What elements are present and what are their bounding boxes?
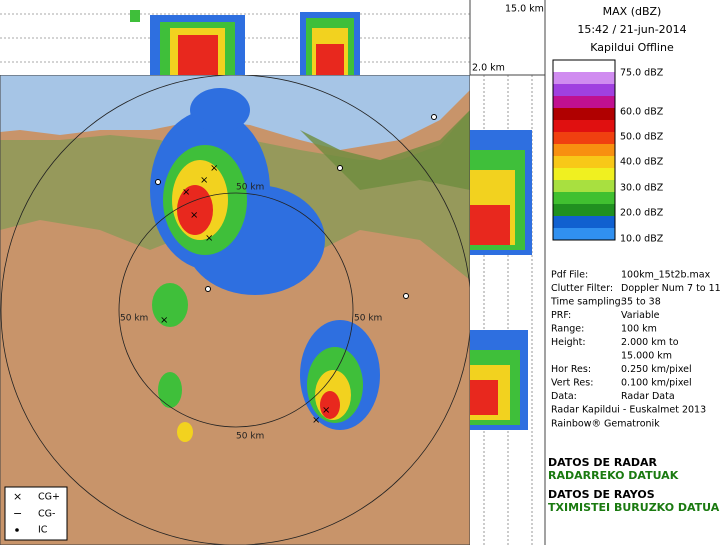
range-label: 50 km — [354, 314, 382, 324]
scale-band — [553, 96, 615, 108]
scale-band — [553, 168, 615, 180]
info-value: 100km_15t2b.max — [621, 270, 711, 281]
legend-entry: IC — [38, 525, 48, 536]
link-eu[interactable]: TXIMISTEI BURUZKO DATUAK — [548, 501, 720, 514]
svg-text:×: × — [210, 163, 218, 174]
info-value: 0.100 km/pixel — [621, 378, 692, 389]
scale-band — [553, 204, 615, 216]
scale-band — [553, 72, 615, 84]
svg-text:×: × — [160, 315, 168, 326]
credit: Rainbow® Gematronik — [551, 419, 660, 430]
svg-text:×: × — [13, 490, 22, 503]
range-label: 50 km — [236, 183, 264, 193]
info-value: 15.000 km — [621, 351, 672, 362]
info-value: Radar Data — [621, 391, 675, 402]
svg-text:×: × — [182, 187, 190, 198]
info-value: Doppler Num 7 to 11 — [621, 283, 720, 294]
info-value: 0.250 km/pixel — [621, 364, 692, 375]
scale-band — [553, 228, 615, 240]
scale-band — [553, 192, 615, 204]
svg-text:×: × — [200, 175, 208, 186]
info-key: Pdf File: — [551, 270, 588, 281]
scale-band — [553, 216, 615, 228]
range-label: 50 km — [120, 314, 148, 324]
scale-band — [553, 120, 615, 132]
side-cross-section — [470, 0, 546, 545]
info-value: 35 to 38 — [621, 297, 661, 308]
credit: Radar Kapildui - Euskalmet 2013 — [551, 405, 706, 416]
scale-band — [553, 180, 615, 192]
svg-text:×: × — [312, 415, 320, 426]
radar-status: Kapildui Offline — [590, 41, 674, 54]
info-value: Variable — [621, 310, 660, 321]
radar-map: ××××× ××× — [0, 75, 470, 545]
svg-text:−: − — [13, 507, 22, 520]
scale-band — [553, 108, 615, 120]
legend-entry: CG- — [38, 509, 55, 520]
info-key: Clutter Filter: — [551, 283, 613, 294]
info-value: 100 km — [621, 324, 657, 335]
link-es[interactable]: DATOS DE RAYOS — [548, 488, 655, 501]
cross-section-top-label: 15.0 km — [505, 4, 544, 15]
scale-band — [553, 156, 615, 168]
title: MAX (dBZ) — [603, 5, 662, 18]
link-es[interactable]: DATOS DE RADAR — [548, 456, 657, 469]
color-scale — [552, 59, 616, 241]
scale-band — [553, 144, 615, 156]
link-eu[interactable]: RADARREKO DATUAK — [548, 469, 679, 482]
scale-band — [553, 132, 615, 144]
datetime: 15:42 / 21-jun-2014 — [577, 23, 686, 36]
info-key: Height: — [551, 337, 586, 348]
scale-band — [553, 84, 615, 96]
info-key: Vert Res: — [551, 378, 593, 389]
scale-band — [553, 60, 615, 72]
scale-label: 20.0 dBZ — [620, 208, 664, 219]
info-key: Data: — [551, 391, 577, 402]
info-key: PRF: — [551, 310, 571, 321]
scale-label: 30.0 dBZ — [620, 183, 664, 194]
scale-label: 60.0 dBZ — [620, 107, 664, 118]
scale-frame — [552, 59, 616, 241]
scale-label: 75.0 dBZ — [620, 68, 664, 79]
top-cross-section — [0, 0, 471, 75]
info-table: Pdf File: 100km_15t2b.max Clutter Filter: D… — [550, 270, 720, 403]
scale-label: 50.0 dBZ — [620, 132, 664, 143]
svg-text:×: × — [190, 210, 198, 221]
cross-section-side-label: 2.0 km — [472, 63, 505, 74]
svg-text:×: × — [205, 233, 213, 244]
info-key: Range: — [551, 324, 584, 335]
scale-label: 40.0 dBZ — [620, 157, 664, 168]
lightning-legend: × − CG+ CG- IC — [4, 486, 68, 541]
range-label: 50 km — [236, 432, 264, 442]
info-value: 2.000 km to — [621, 337, 679, 348]
legend-entry: CG+ — [38, 492, 60, 503]
info-key: Time sampling: — [550, 297, 624, 308]
info-key: Hor Res: — [551, 364, 591, 375]
svg-text:×: × — [322, 405, 330, 416]
scale-label: 10.0 dBZ — [620, 234, 664, 245]
